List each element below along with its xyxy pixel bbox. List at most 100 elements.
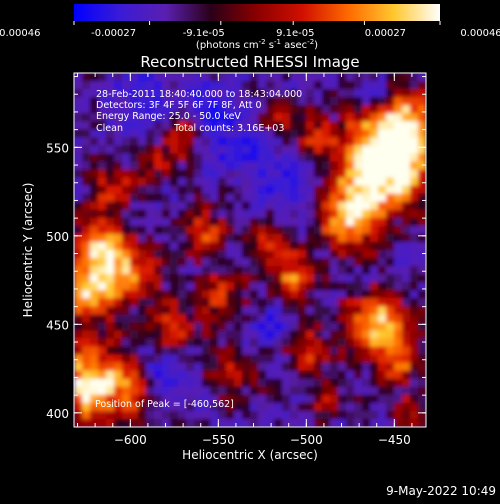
heatmap-cell xyxy=(218,314,227,324)
heatmap-cell xyxy=(402,145,411,155)
heatmap-cell xyxy=(202,81,211,90)
heatmap-cell xyxy=(298,370,307,380)
heatmap-cell xyxy=(90,306,99,315)
heatmap-cell xyxy=(346,290,355,299)
heatmap-cell xyxy=(202,161,211,171)
heatmap-cell xyxy=(322,185,331,195)
heatmap-cell xyxy=(402,153,411,163)
heatmap-cell xyxy=(90,362,99,372)
heatmap-cell xyxy=(162,282,171,291)
heatmap-cell xyxy=(90,290,99,299)
heatmap-cell xyxy=(418,322,426,332)
heatmap-cell xyxy=(418,89,426,98)
heatmap-cell xyxy=(106,129,115,138)
heatmap-cell xyxy=(354,113,363,122)
heatmap-cell xyxy=(386,73,395,82)
heatmap-cell xyxy=(378,274,387,283)
heatmap-cell xyxy=(90,97,99,106)
heatmap-cell xyxy=(178,346,187,356)
heatmap-cell xyxy=(410,394,419,404)
heatmap-cell xyxy=(378,145,387,155)
heatmap-cell xyxy=(162,370,171,380)
heatmap-cell xyxy=(146,233,155,243)
heatmap-cell xyxy=(162,394,171,404)
heatmap-cell xyxy=(274,169,283,179)
heatmap-cell xyxy=(210,225,219,235)
heatmap-cell xyxy=(218,201,227,211)
heatmap-cell xyxy=(186,402,195,412)
heatmap-cell xyxy=(90,314,99,324)
heatmap-cell xyxy=(330,241,339,251)
heatmap-cell xyxy=(354,354,363,364)
heatmap-cell xyxy=(394,201,403,211)
heatmap-cell xyxy=(234,346,243,356)
heatmap-cell xyxy=(146,362,155,372)
heatmap-cell xyxy=(282,145,291,155)
heatmap-cell xyxy=(418,153,426,163)
heatmap-cell xyxy=(290,354,299,364)
heatmap-cell xyxy=(410,121,419,130)
heatmap-cell xyxy=(282,81,291,90)
heatmap-cell xyxy=(178,137,187,147)
heatmap-cell xyxy=(274,298,283,307)
heatmap-cell xyxy=(74,137,83,147)
heatmap-cell xyxy=(338,153,347,163)
heatmap-cell xyxy=(162,177,171,187)
heatmap-cell xyxy=(122,266,131,275)
heatmap-cell xyxy=(146,193,155,203)
heatmap-cell xyxy=(154,169,163,179)
heatmap-cell xyxy=(138,410,147,420)
heatmap-cell xyxy=(258,282,267,291)
heatmap-cell xyxy=(138,97,147,106)
heatmap-cell xyxy=(122,217,131,227)
heatmap-cell xyxy=(122,169,131,179)
heatmap-cell xyxy=(354,402,363,412)
heatmap-cell xyxy=(234,306,243,315)
colorbar xyxy=(74,4,440,21)
heatmap-cell xyxy=(330,225,339,235)
heatmap-cell xyxy=(210,370,219,380)
heatmap-cell xyxy=(242,306,251,315)
heatmap-cell xyxy=(82,306,91,315)
heatmap-cell xyxy=(210,290,219,299)
heatmap-cell xyxy=(394,290,403,299)
heatmap-cell xyxy=(130,266,139,275)
heatmap-cell xyxy=(194,306,203,315)
heatmap-cell xyxy=(114,97,123,106)
heatmap-cell xyxy=(202,298,211,307)
heatmap-cell xyxy=(106,169,115,179)
heatmap-cell xyxy=(242,185,251,195)
heatmap-cell xyxy=(226,346,235,356)
heatmap-cell xyxy=(242,233,251,243)
heatmap-cell xyxy=(114,169,123,179)
heatmap-cell xyxy=(218,394,227,404)
heatmap-cell xyxy=(410,161,419,171)
heatmap-cell xyxy=(162,298,171,307)
heatmap-cell xyxy=(90,209,99,219)
heatmap-cell xyxy=(202,177,211,187)
heatmap-cell xyxy=(98,121,107,130)
heatmap-cell xyxy=(306,177,315,187)
heatmap-cell xyxy=(306,81,315,90)
heatmap-cell xyxy=(82,97,91,106)
heatmap-cell xyxy=(346,177,355,187)
heatmap-cell xyxy=(370,378,379,388)
heatmap-cell xyxy=(146,185,155,195)
heatmap-cell xyxy=(306,201,315,211)
heatmap-cell xyxy=(322,105,331,114)
heatmap-cell xyxy=(330,258,339,267)
heatmap-cell xyxy=(274,209,283,219)
heatmap-cell xyxy=(282,306,291,315)
heatmap-cell xyxy=(370,298,379,307)
heatmap-cell xyxy=(98,258,107,267)
heatmap-cell xyxy=(138,129,147,138)
heatmap-cell xyxy=(202,346,211,356)
heatmap-cell xyxy=(162,209,171,219)
heatmap-cell xyxy=(290,370,299,380)
heatmap-cell xyxy=(90,370,99,380)
heatmap-cell xyxy=(218,258,227,267)
heatmap-cell xyxy=(258,113,267,122)
heatmap-cell xyxy=(234,258,243,267)
heatmap-cell xyxy=(202,394,211,404)
heatmap-cell xyxy=(282,201,291,211)
